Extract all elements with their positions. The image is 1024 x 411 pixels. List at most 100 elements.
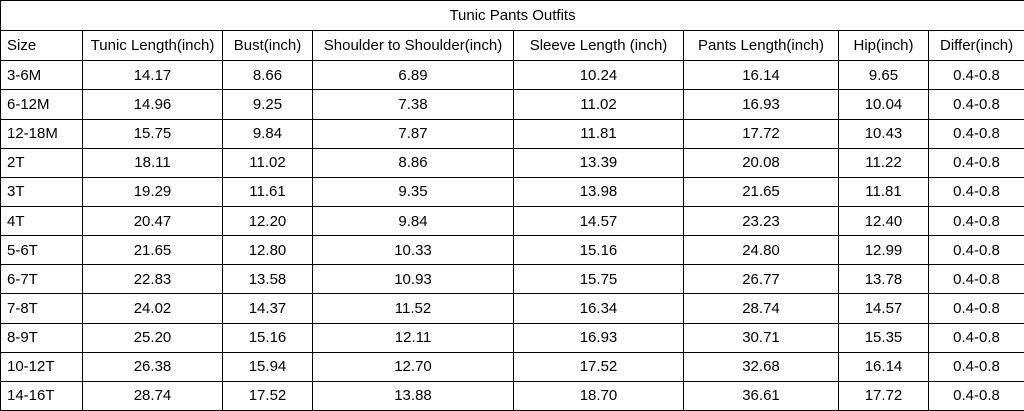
size-cell: 14-16T: [0, 380, 83, 411]
value-cell: 6.89: [312, 60, 514, 91]
value-cell: 0.4-0.8: [927, 205, 1024, 237]
value-cell: 22.83: [82, 264, 223, 295]
data-row: 4T 20.47 12.20 9.84 14.57 23.23 12.40 0.4-0.8: [0, 205, 1024, 237]
value-cell: 30.71: [683, 322, 839, 353]
value-cell: 14.17: [82, 60, 223, 91]
header-cell: Hip(inch): [838, 30, 929, 62]
value-cell: 18.70: [513, 380, 684, 411]
value-cell: 0.4-0.8: [927, 147, 1024, 178]
data-row: 7-8T 24.02 14.37 11.52 16.34 28.74 14.57 0.4-0.…: [0, 293, 1024, 324]
data-row: 10-12T 26.38 15.94 12.70 17.52 32.68 16.14 0.4-…: [0, 351, 1024, 382]
value-cell: 0.4-0.8: [927, 380, 1024, 411]
value-cell: 28.74: [82, 380, 223, 411]
value-cell: 10.93: [312, 264, 514, 295]
value-cell: 0.4-0.8: [927, 118, 1024, 149]
table-title: Tunic Pants Outfits: [0, 0, 1024, 32]
value-cell: 15.75: [513, 264, 684, 295]
value-cell: 9.35: [312, 176, 514, 207]
value-cell: 15.16: [513, 235, 684, 266]
value-cell: 16.93: [513, 322, 684, 353]
value-cell: 9.25: [222, 89, 313, 120]
header-cell: Sleeve Length (inch): [513, 30, 684, 62]
value-cell: 16.14: [838, 351, 929, 382]
value-cell: 14.96: [82, 89, 223, 120]
value-cell: 21.65: [82, 235, 223, 266]
value-cell: 7.38: [312, 89, 514, 120]
value-cell: 28.74: [683, 293, 839, 324]
value-cell: 13.88: [312, 380, 514, 411]
value-cell: 19.29: [82, 176, 223, 207]
value-cell: 0.4-0.8: [927, 235, 1024, 266]
data-row: 6-12M 14.96 9.25 7.38 11.02 16.93 10.04 0.4-0.8: [0, 89, 1024, 120]
data-row: 5-6T 21.65 12.80 10.33 15.16 24.80 12.99 0.4-0.…: [0, 235, 1024, 266]
size-cell: 3-6M: [0, 60, 83, 91]
value-cell: 10.24: [513, 60, 684, 91]
value-cell: 9.84: [312, 205, 514, 237]
value-cell: 16.14: [683, 60, 839, 91]
size-cell: 3T: [0, 176, 83, 207]
size-cell: 6-12M: [0, 89, 83, 120]
value-cell: 13.98: [513, 176, 684, 207]
value-cell: 12.40: [838, 205, 929, 237]
value-cell: 0.4-0.8: [927, 322, 1024, 353]
value-cell: 15.35: [838, 322, 929, 353]
value-cell: 11.61: [222, 176, 313, 207]
title-row: Tunic Pants Outfits: [0, 0, 1024, 32]
value-cell: 0.4-0.8: [927, 351, 1024, 382]
data-row: 3-6M 14.17 8.66 6.89 10.24 16.14 9.65 0.4-0.8: [0, 60, 1024, 91]
size-cell: 12-18M: [0, 118, 83, 149]
header-cell: Size: [0, 30, 83, 62]
value-cell: 11.02: [222, 147, 313, 178]
data-row: 14-16T 28.74 17.52 13.88 18.70 36.61 17.72 0.4-…: [0, 380, 1024, 411]
value-cell: 0.4-0.8: [927, 89, 1024, 120]
size-cell: 7-8T: [0, 293, 83, 324]
value-cell: 0.4-0.8: [927, 60, 1024, 91]
value-cell: 17.52: [513, 351, 684, 382]
value-cell: 32.68: [683, 351, 839, 382]
size-cell: 10-12T: [0, 351, 83, 382]
value-cell: 12.20: [222, 205, 313, 237]
header-cell: Shoulder to Shoulder(inch): [312, 30, 514, 62]
value-cell: 0.4-0.8: [927, 264, 1024, 295]
value-cell: 11.02: [513, 89, 684, 120]
value-cell: 10.43: [838, 118, 929, 149]
value-cell: 24.80: [683, 235, 839, 266]
value-cell: 13.58: [222, 264, 313, 295]
value-cell: 0.4-0.8: [927, 176, 1024, 207]
value-cell: 11.81: [838, 176, 929, 207]
value-cell: 13.78: [838, 264, 929, 295]
value-cell: 23.23: [683, 205, 839, 237]
value-cell: 8.66: [222, 60, 313, 91]
value-cell: 18.11: [82, 147, 223, 178]
value-cell: 14.57: [513, 205, 684, 237]
value-cell: 10.33: [312, 235, 514, 266]
header-cell: Bust(inch): [222, 30, 313, 62]
value-cell: 9.65: [838, 60, 929, 91]
data-row: 8-9T 25.20 15.16 12.11 16.93 30.71 15.35 0.4-0.…: [0, 322, 1024, 353]
value-cell: 21.65: [683, 176, 839, 207]
size-cell: 2T: [0, 147, 83, 178]
header-cell: Differ(inch): [927, 30, 1024, 62]
data-row: 3T 19.29 11.61 9.35 13.98 21.65 11.81 0.4-0.8: [0, 176, 1024, 207]
value-cell: 24.02: [82, 293, 223, 324]
size-cell: 4T: [0, 205, 83, 237]
value-cell: 15.16: [222, 322, 313, 353]
value-cell: 12.99: [838, 235, 929, 266]
size-cell: 8-9T: [0, 322, 83, 353]
data-row: 2T 18.11 11.02 8.86 13.39 20.08 11.22 0.4-0.8: [0, 147, 1024, 178]
value-cell: 15.75: [82, 118, 223, 149]
size-cell: 5-6T: [0, 235, 83, 266]
value-cell: 26.77: [683, 264, 839, 295]
value-cell: 15.94: [222, 351, 313, 382]
value-cell: 0.4-0.8: [927, 293, 1024, 324]
value-cell: 9.84: [222, 118, 313, 149]
data-row: 6-7T 22.83 13.58 10.93 15.75 26.77 13.78 0.4-0.…: [0, 264, 1024, 295]
value-cell: 26.38: [82, 351, 223, 382]
value-cell: 20.08: [683, 147, 839, 178]
value-cell: 14.37: [222, 293, 313, 324]
value-cell: 14.57: [838, 293, 929, 324]
value-cell: 17.52: [222, 380, 313, 411]
size-cell: 6-7T: [0, 264, 83, 295]
